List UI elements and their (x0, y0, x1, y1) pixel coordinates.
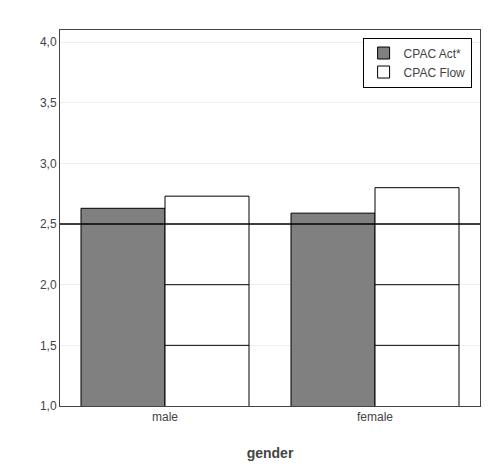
svg-text:1,0: 1,0 (40, 399, 57, 413)
svg-text:2,0: 2,0 (40, 278, 57, 292)
svg-text:2,5: 2,5 (40, 217, 57, 231)
svg-text:gender: gender (247, 445, 294, 461)
svg-text:4,0: 4,0 (40, 35, 57, 49)
svg-text:female: female (357, 410, 393, 424)
svg-text:1,5: 1,5 (40, 339, 57, 353)
svg-text:3,0: 3,0 (40, 157, 57, 171)
svg-text:CPAC Flow: CPAC Flow (404, 66, 465, 80)
svg-text:male: male (152, 410, 178, 424)
svg-text:3,5: 3,5 (40, 96, 57, 110)
svg-text:CPAC Act*: CPAC Act* (404, 47, 461, 61)
